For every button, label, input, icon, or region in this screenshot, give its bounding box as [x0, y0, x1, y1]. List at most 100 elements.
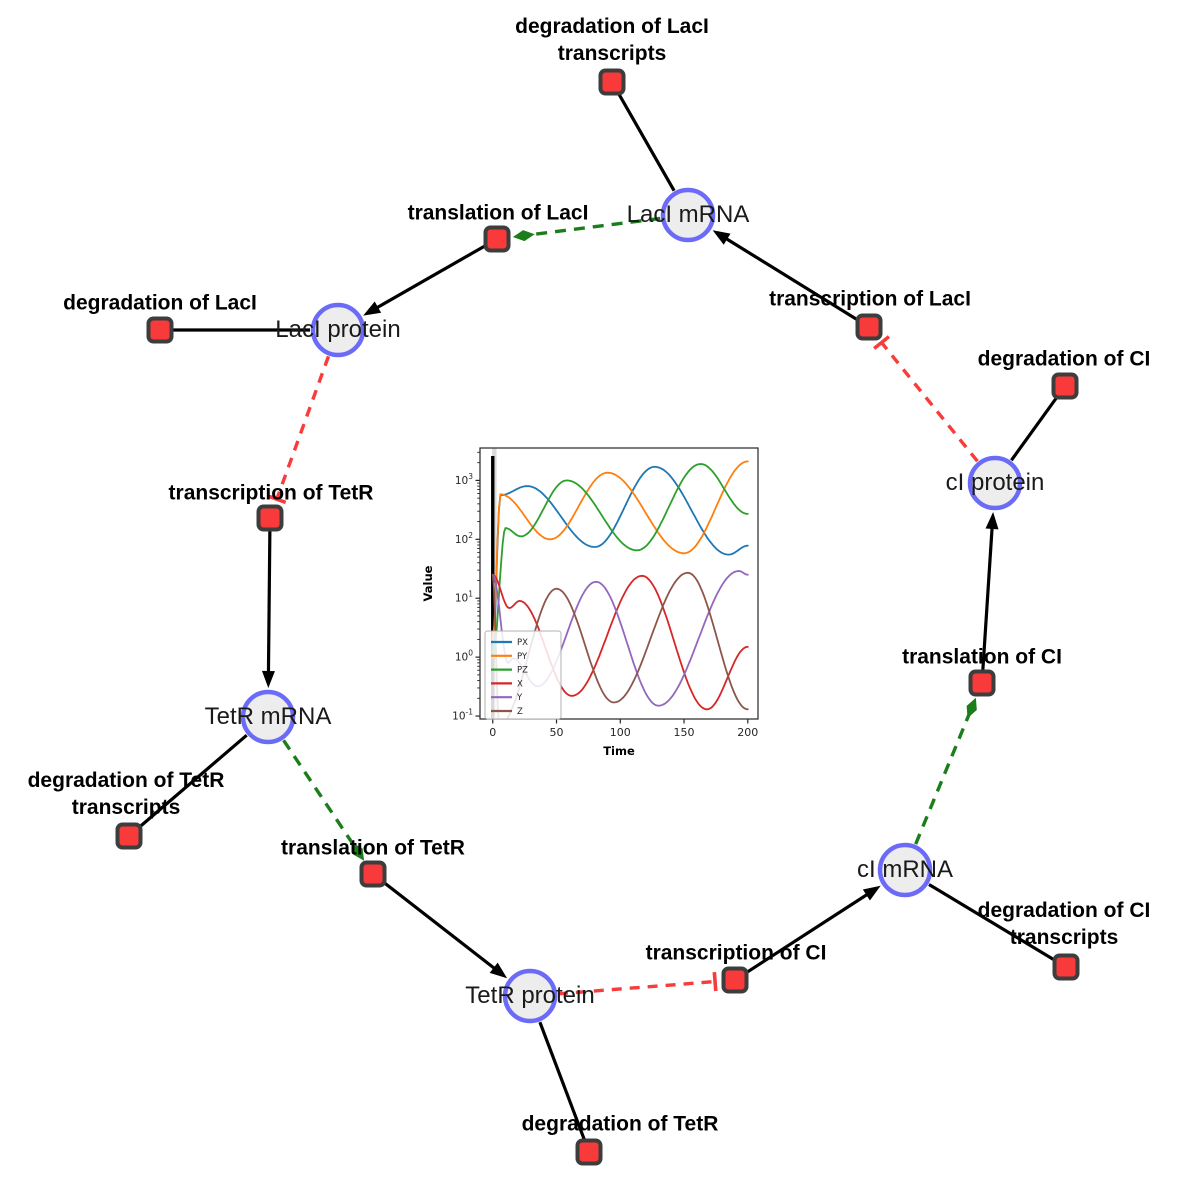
legend-entry-Y: Y: [516, 693, 523, 703]
y-tick-label: 10-1: [452, 708, 473, 723]
edge-translation-laci-laci-protein: [374, 244, 487, 311]
edge-tetr-protein-transcription-ci: [557, 979, 716, 996]
species-node-ci-protein[interactable]: [967, 455, 1023, 511]
reaction-label-line: degradation of TetR: [521, 1112, 719, 1136]
reaction-label-deg-tetr-transcripts: degradation of TetR transcripts: [28, 767, 225, 821]
species-label-tetr-mrna: TetR mRNA: [204, 703, 332, 730]
legend-entry-PX: PX: [517, 638, 528, 648]
reaction-label-deg-laci-transcripts: degradation of LacI transcripts: [515, 13, 709, 67]
reaction-label-deg-ci: degradation of CI: [978, 346, 1151, 373]
x-tick-label: 100: [610, 726, 631, 739]
species-label-laci-mrna: LacI mRNA: [626, 201, 750, 228]
reaction-label-line: transcripts: [557, 42, 667, 65]
reaction-label-line: translation of CI: [902, 645, 1062, 669]
reaction-label-line: transcripts: [71, 796, 181, 819]
y-tick-label: 103: [455, 472, 473, 487]
reaction-label-line: degradation of TetR: [27, 769, 225, 792]
edge-transcription-laci-laci-mrna: [723, 236, 859, 322]
edge-laci-mrna-translation-laci: [530, 216, 661, 237]
nodes-layer: [115, 68, 1080, 1166]
reaction-label-transcription-ci: transcription of CI: [646, 940, 827, 967]
edge-ci-mrna-deg-ci-transcripts: [928, 883, 1067, 969]
reaction-label-line: translation of LacI: [407, 201, 589, 225]
species-node-tetr-mrna[interactable]: [240, 689, 296, 745]
x-axis-label: Time: [603, 744, 635, 758]
reaction-label-transcription-tetr: transcription of TetR: [169, 480, 374, 507]
reaction-label-line: degradation of LacI: [515, 15, 709, 38]
edge-translation-tetr-tetr-protein-arrowhead: [489, 962, 508, 979]
reaction-node-deg-laci-transcripts[interactable]: [598, 68, 626, 96]
edge-ci-protein-transcription-laci: [880, 341, 979, 463]
reaction-label-line: degradation of CI: [977, 899, 1151, 922]
reaction-label-transcription-laci: transcription of LacI: [769, 286, 971, 313]
series-line-X: [491, 573, 749, 711]
reaction-node-translation-laci[interactable]: [483, 225, 511, 253]
species-label-ci-protein: cI protein: [945, 469, 1045, 496]
reaction-node-transcription-ci[interactable]: [721, 966, 749, 994]
reaction-label-line: degradation of CI: [977, 347, 1151, 371]
edge-translation-ci-ci-protein-arrowhead: [985, 511, 999, 530]
reaction-node-translation-tetr[interactable]: [359, 860, 387, 888]
edge-translation-laci-laci-protein-arrowhead: [363, 301, 382, 316]
legend-entry-PY: PY: [517, 652, 528, 662]
x-tick-label: 50: [550, 726, 564, 739]
reaction-node-transcription-tetr[interactable]: [256, 504, 284, 532]
reaction-node-deg-ci[interactable]: [1051, 372, 1079, 400]
reaction-label-line: transcription of LacI: [769, 287, 971, 311]
inset-timeseries-chart: 0 50 100 150 200 10-1 100 101 102 103 Time Value PX P…: [415, 425, 775, 765]
edge-transcription-tetr-tetr-mrna: [266, 530, 272, 675]
edge-laci-mrna-deg-laci-transcripts: [610, 81, 676, 192]
reaction-node-translation-ci[interactable]: [968, 669, 996, 697]
reaction-node-deg-laci[interactable]: [146, 316, 174, 344]
species-label-ci-mrna: cI mRNA: [857, 856, 953, 883]
series-line-PY: [491, 460, 749, 641]
reaction-node-deg-ci-transcripts[interactable]: [1052, 953, 1080, 981]
edge-tetr-mrna-deg-tetr-transcripts: [127, 733, 248, 838]
edge-translation-tetr-tetr-protein: [382, 880, 498, 971]
species-node-laci-protein[interactable]: [310, 302, 366, 358]
edges-layer: [127, 81, 1067, 1153]
reaction-label-line: translation of TetR: [281, 836, 465, 860]
series-line-PZ: [491, 463, 749, 658]
legend-entry-X: X: [517, 679, 523, 689]
x-tick-label: 150: [674, 726, 695, 739]
edge-transcription-laci-laci-mrna-arrowhead: [712, 230, 731, 245]
reaction-label-line: transcripts: [1009, 926, 1119, 949]
edge-transcription-ci-ci-mrna-arrowhead: [862, 885, 881, 901]
species-node-tetr-protein[interactable]: [502, 968, 558, 1024]
reaction-label-deg-laci: degradation of LacI: [63, 290, 257, 317]
species-node-laci-mrna[interactable]: [660, 187, 716, 243]
reaction-label-deg-tetr: degradation of TetR: [522, 1111, 719, 1138]
edge-laci-protein-transcription-tetr-inhibition-bar: [267, 494, 287, 505]
y-axis-label: Value: [421, 565, 435, 601]
edge-tetr-mrna-translation-tetr: [282, 739, 356, 847]
legend-entry-PZ: PZ: [517, 666, 528, 676]
species-label-laci-protein: LacI protein: [275, 316, 401, 343]
edge-laci-mrna-translation-laci-activation-head: [512, 230, 535, 242]
x-tick-label: 0: [489, 726, 496, 739]
edge-ci-mrna-translation-ci: [914, 713, 971, 845]
edge-tetr-protein-deg-tetr: [538, 1021, 591, 1153]
reaction-label-translation-ci: translation of CI: [902, 644, 1062, 671]
reaction-node-transcription-laci[interactable]: [855, 313, 883, 341]
reaction-label-line: transcription of CI: [645, 941, 827, 965]
edge-translation-ci-ci-protein: [981, 525, 994, 671]
edge-transcription-ci-ci-mrna: [745, 892, 870, 975]
legend-entry-Z: Z: [517, 707, 523, 717]
reaction-label-line: degradation of LacI: [63, 291, 257, 315]
edge-laci-protein-transcription-tetr: [275, 355, 331, 500]
y-tick-label: 101: [455, 590, 473, 605]
reaction-node-deg-tetr[interactable]: [575, 1138, 603, 1166]
reaction-label-line: transcription of TetR: [168, 481, 374, 505]
reaction-label-deg-ci-transcripts: degradation of CI transcripts: [978, 897, 1151, 951]
edge-ci-protein-transcription-laci-inhibition-bar: [873, 335, 891, 350]
edge-tetr-mrna-translation-tetr-activation-head: [351, 842, 365, 861]
reaction-node-deg-tetr-transcripts[interactable]: [115, 822, 143, 850]
y-tick-label: 100: [455, 649, 473, 664]
species-node-ci-mrna[interactable]: [877, 842, 933, 898]
y-tick-label: 102: [455, 531, 473, 546]
x-tick-label: 200: [737, 726, 758, 739]
species-label-tetr-protein: TetR protein: [465, 982, 595, 1009]
